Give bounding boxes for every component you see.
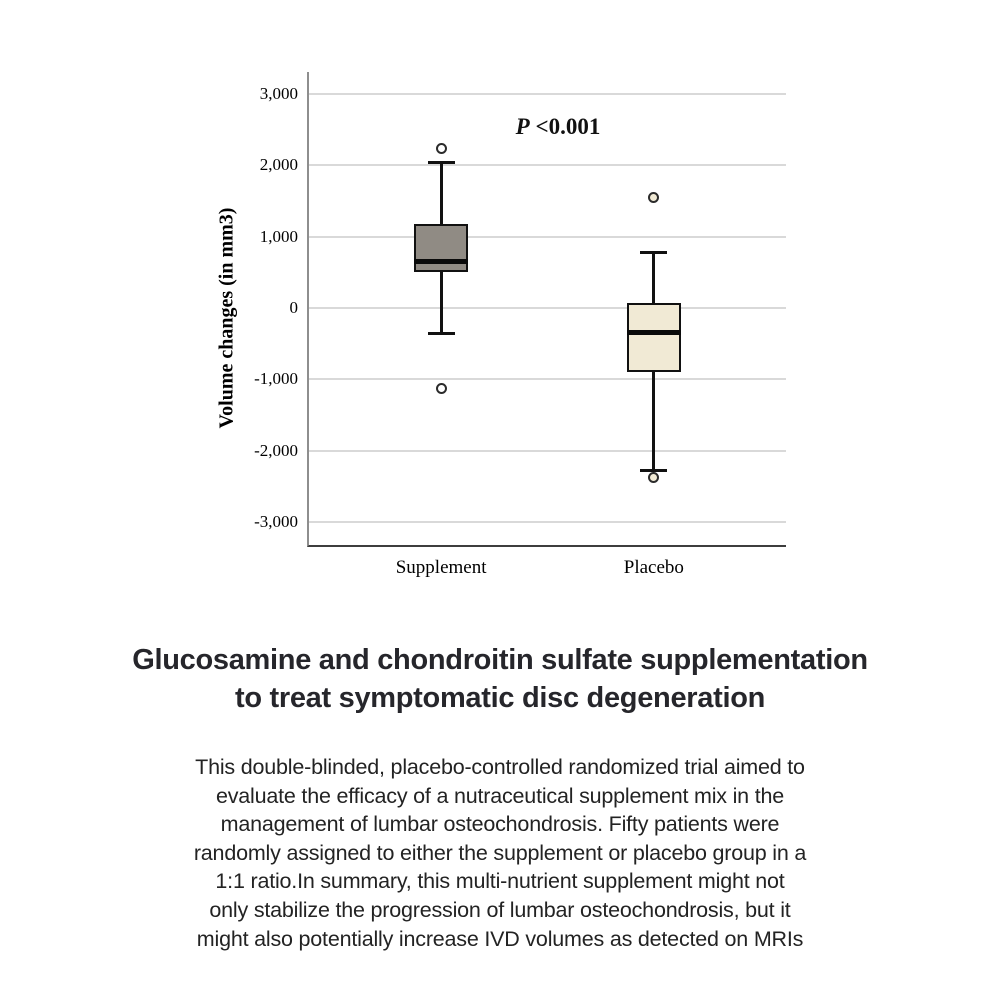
whisker-cap-upper-placebo [640, 250, 668, 254]
gridline [309, 235, 786, 238]
box-placebo [626, 303, 681, 372]
gridline [309, 449, 786, 452]
whisker-cap-lower-supplement [427, 331, 455, 335]
whisker-lower-placebo [652, 371, 656, 471]
outlier-placebo [648, 192, 660, 204]
description-line: might also potentially increase IVD volu… [196, 926, 804, 951]
plot-area: P <0.001 3,000 2,000 1,000 0 -1,000 -2,000 -3,… [254, 72, 786, 578]
description-line: evaluate the efficacy of a nutraceutical… [215, 783, 785, 808]
box-supplement [414, 223, 469, 273]
description-line: only stabilize the progression of lumbar… [209, 897, 791, 922]
median-placebo [626, 329, 681, 335]
y-tick-label: 3,000 [259, 84, 298, 104]
y-tick-label: -3,000 [254, 512, 298, 532]
y-tick-label: 2,000 [259, 155, 298, 175]
whisker-lower-supplement [439, 272, 443, 334]
figure-title-line-2: to treat symptomatic disc degeneration [234, 682, 766, 714]
figure-description: This double-blinded, placebo-controlled … [80, 753, 920, 953]
figure-title-line-1: Glucosamine and chondroitin sulfate supp… [132, 644, 868, 676]
figure-title: Glucosamine and chondroitin sulfate supp… [0, 641, 1000, 717]
description-line: 1:1 ratio.In summary, this multi-nutrien… [215, 869, 785, 894]
gridline [309, 521, 786, 524]
y-axis-title: Volume changes (in mm3) [215, 207, 238, 429]
boxplot-figure: Volume changes (in mm3) P <0.001 3,000 2,… [215, 72, 786, 578]
outlier-placebo [648, 472, 660, 484]
gridline [309, 378, 786, 381]
description-line: management of lumbar osteochondrosis. Fi… [220, 812, 780, 837]
whisker-upper-supplement [439, 162, 443, 224]
x-category-label-placebo: Placebo [623, 557, 684, 578]
y-tick-label: 1,000 [259, 226, 298, 246]
p-value-symbol: P [515, 114, 530, 139]
description-line: This double-blinded, placebo-controlled … [195, 755, 805, 779]
p-value-annotation: P <0.001 [498, 114, 618, 140]
gridline [309, 307, 786, 310]
p-value-text: <0.001 [535, 114, 601, 139]
whisker-upper-placebo [652, 252, 656, 304]
median-supplement [414, 259, 469, 265]
y-tick-label: 0 [289, 298, 299, 318]
gridline [309, 164, 786, 167]
whisker-cap-lower-placebo [640, 468, 668, 472]
y-tick-label: -1,000 [254, 369, 298, 389]
whisker-cap-upper-supplement [427, 161, 455, 165]
description-line: randomly assigned to either the suppleme… [193, 840, 807, 865]
outlier-supplement [435, 382, 447, 394]
gridline [309, 93, 786, 96]
x-category-label-supplement: Supplement [395, 557, 487, 578]
outlier-supplement [435, 142, 447, 154]
y-tick-label: -2,000 [254, 440, 298, 460]
